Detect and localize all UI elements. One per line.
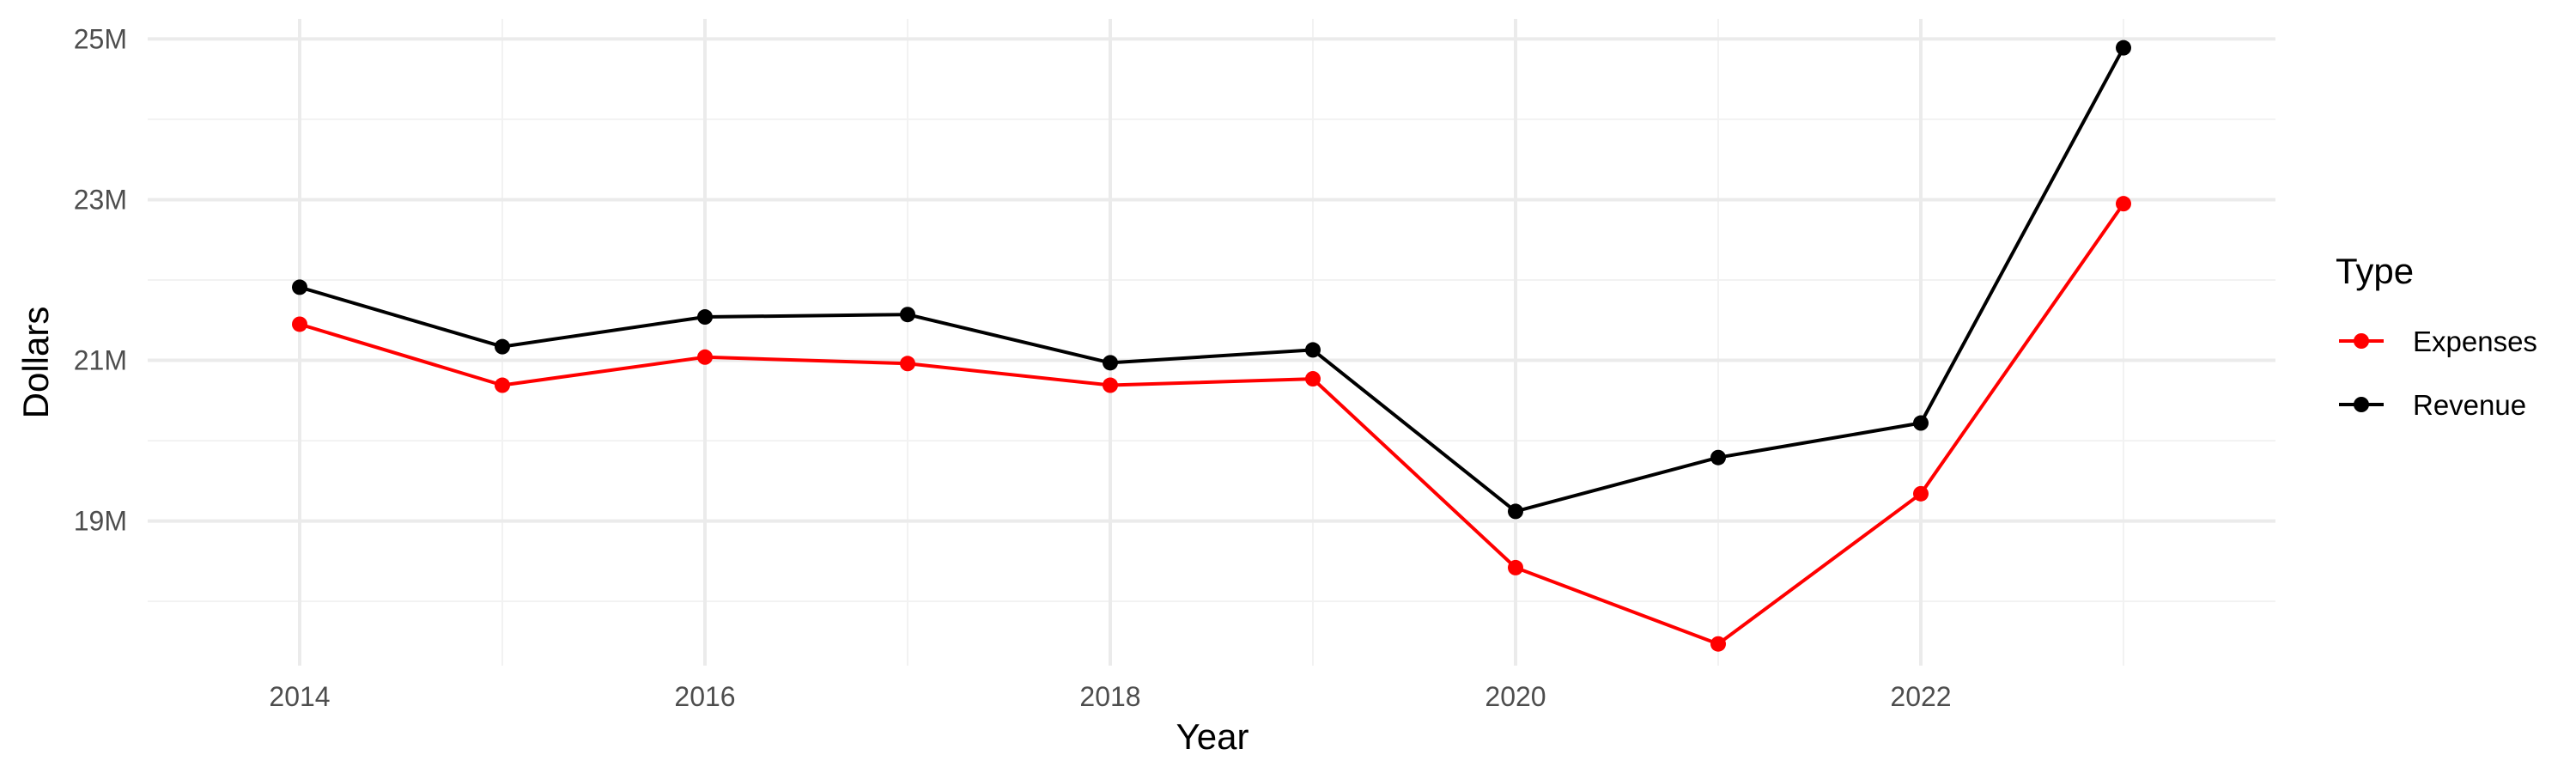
expenses-line — [299, 202, 2125, 646]
legend-title: Type — [2336, 251, 2414, 291]
revenue-point — [495, 338, 510, 355]
x-tick-label: 2014 — [269, 681, 330, 712]
revenue-point — [1305, 342, 1321, 358]
revenue-series — [292, 40, 2131, 520]
legend-key-point — [2354, 397, 2369, 412]
expenses-series — [292, 196, 2131, 652]
revenue-point — [697, 309, 713, 326]
expenses-point — [1305, 371, 1321, 387]
legend-item-expenses: Expenses — [2339, 326, 2537, 357]
minor-gridlines — [148, 19, 2275, 666]
revenue-point — [1913, 415, 1929, 431]
expenses-point — [900, 356, 915, 372]
revenue-point — [1508, 503, 1523, 520]
y-tick-label: 25M — [74, 23, 127, 54]
x-axis-ticks: 2014 2016 2018 2020 2022 — [269, 681, 1951, 712]
major-gridlines — [148, 19, 2275, 666]
x-tick-label: 2020 — [1485, 681, 1546, 712]
revenue-line — [299, 46, 2125, 514]
legend-item-revenue: Revenue — [2339, 389, 2526, 421]
y-tick-label: 23M — [74, 184, 127, 215]
expenses-point — [2116, 196, 2131, 212]
legend: Type Expenses Revenue — [2336, 251, 2537, 421]
expenses-point — [292, 316, 307, 332]
x-axis-title: Year — [1176, 716, 1249, 757]
legend-key-point — [2354, 333, 2369, 349]
y-tick-label: 19M — [74, 506, 127, 537]
legend-label: Expenses — [2413, 326, 2537, 357]
revenue-point — [292, 279, 307, 295]
expenses-point — [495, 377, 510, 393]
revenue-point — [2116, 40, 2131, 56]
x-tick-label: 2018 — [1079, 681, 1140, 712]
expenses-point — [1913, 485, 1929, 502]
revenue-point — [900, 307, 915, 323]
legend-label: Revenue — [2413, 389, 2526, 421]
y-tick-label: 21M — [74, 345, 127, 376]
y-axis-title: Dollars — [15, 307, 56, 419]
x-tick-label: 2022 — [1890, 681, 1951, 712]
expenses-point — [1710, 636, 1726, 652]
expenses-point — [1508, 559, 1523, 575]
expenses-point — [697, 349, 713, 365]
revenue-point — [1103, 355, 1118, 371]
expenses-point — [1103, 377, 1118, 393]
y-axis-ticks: 19M 21M 23M 25M — [74, 23, 127, 536]
revenue-point — [1710, 449, 1726, 466]
legend-items: Expenses Revenue — [2339, 326, 2537, 421]
series-layer — [292, 40, 2131, 652]
x-tick-label: 2016 — [674, 681, 735, 712]
